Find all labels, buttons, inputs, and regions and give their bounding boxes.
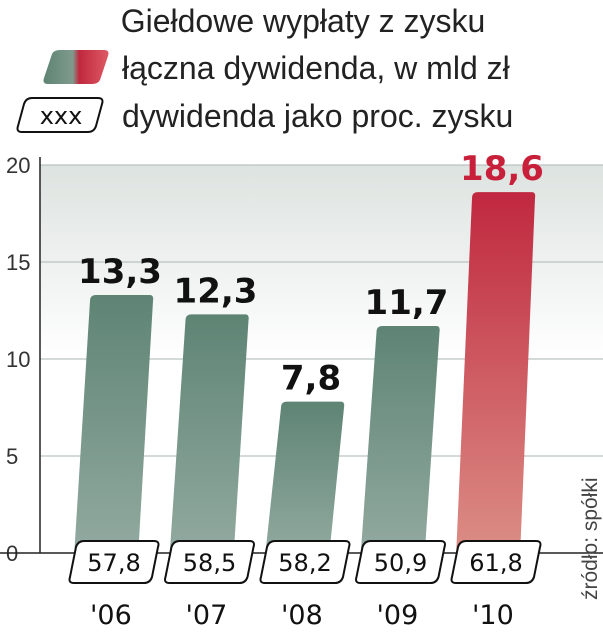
x-axis-labels: '06 '07 '08 '09 '10 <box>90 600 514 631</box>
percent-box <box>164 540 255 584</box>
percent-boxes: 57,8 58,5 58,2 50,9 61,8 <box>68 540 542 584</box>
percent-box <box>450 540 542 584</box>
percent-box <box>355 540 446 584</box>
y-tick-label: 10 <box>6 347 30 372</box>
value-label: 11,7 <box>365 283 449 323</box>
bar-06 <box>74 294 154 557</box>
legend-box-text: xxx <box>40 102 83 130</box>
legend-box-swatch <box>16 97 104 133</box>
percent-label: 58,2 <box>278 549 331 577</box>
legend-label-percent: dywidenda jako proc. zysku <box>122 98 513 134</box>
percent-label: 57,8 <box>87 549 140 577</box>
percent-label: 50,9 <box>374 549 427 577</box>
source-note: źródło: spółki <box>579 477 602 600</box>
x-tick-label: '06 <box>90 600 132 631</box>
value-label: 12,3 <box>174 271 258 311</box>
bar-10 <box>456 192 536 557</box>
percent-label: 61,8 <box>469 549 522 577</box>
bar-09 <box>360 326 440 557</box>
legend-label-dividend: łączna dywidenda, w mld zł <box>122 50 510 86</box>
percent-box <box>259 540 351 584</box>
y-tick-label: 20 <box>6 153 30 178</box>
x-tick-label: '09 <box>377 600 419 631</box>
y-tick-label: 15 <box>6 250 30 275</box>
chart-title: Giełdowe wypłaty z zysku <box>121 3 486 39</box>
bars <box>74 192 536 557</box>
percent-label: 58,5 <box>183 549 236 577</box>
x-tick-label: '08 <box>281 600 323 631</box>
x-tick-label: '10 <box>472 600 514 631</box>
y-tick-label: 5 <box>6 444 18 469</box>
percent-box <box>68 540 160 584</box>
value-label: 7,8 <box>281 359 341 399</box>
legend: łączna dywidenda, w mld zł xxx dywidenda… <box>16 50 513 134</box>
value-label: 18,6 <box>460 149 544 189</box>
legend-bar-swatch <box>43 50 109 84</box>
bar-08 <box>265 401 345 557</box>
value-label: 13,3 <box>78 252 162 292</box>
x-tick-label: '07 <box>186 600 228 631</box>
value-labels: 13,3 12,3 7,8 11,7 18,6 <box>78 149 544 399</box>
bar-07 <box>169 314 249 557</box>
